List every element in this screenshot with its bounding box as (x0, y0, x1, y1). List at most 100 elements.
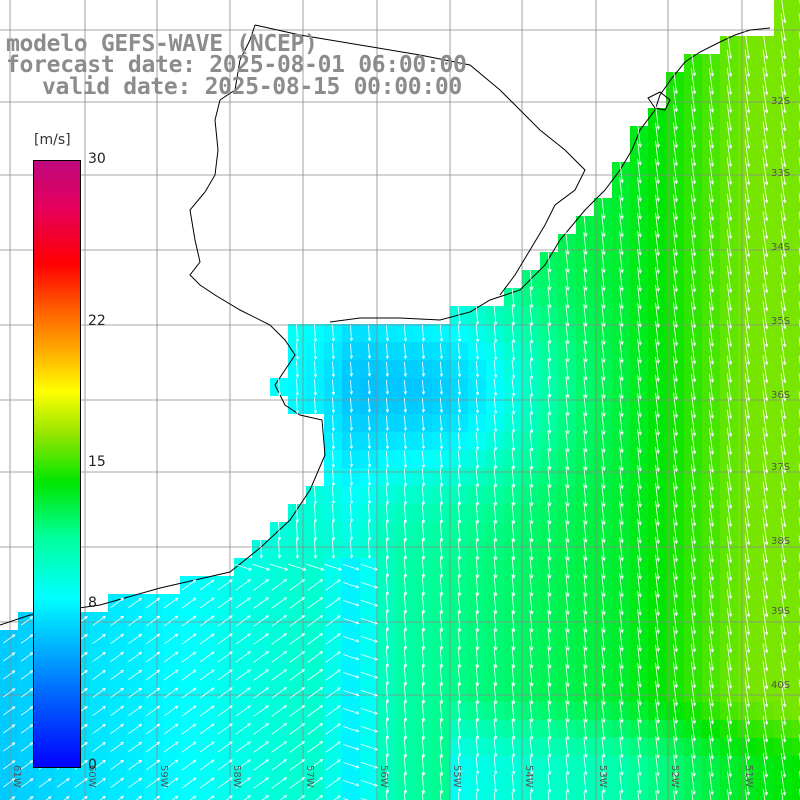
wind-arrow (726, 661, 733, 690)
wind-speed-cell (792, 306, 800, 324)
wind-arrow (289, 669, 306, 681)
wind-arrow (547, 412, 552, 434)
wind-arrow (403, 736, 408, 758)
coastline-line (0, 24, 326, 626)
wind-arrow (780, 752, 787, 778)
wind-arrow (780, 734, 787, 761)
wind-speed-cell (432, 792, 450, 800)
wind-arrow (726, 553, 733, 582)
wind-arrow (780, 247, 787, 276)
wind-arrow (565, 555, 570, 580)
wind-arrow (349, 361, 354, 377)
wind-speed-cell (774, 792, 792, 800)
wind-arrow (457, 610, 462, 633)
wind-arrow (708, 589, 715, 617)
wind-arrow (690, 140, 697, 167)
wind-arrow (349, 539, 354, 559)
wind-arrow (271, 741, 288, 753)
wind-arrow (565, 412, 570, 435)
wind-arrow (708, 643, 715, 671)
wind-arrow (92, 687, 107, 698)
wind-arrow (655, 428, 660, 454)
wind-arrow (762, 753, 769, 778)
wind-arrow (325, 615, 341, 627)
wind-arrow (529, 610, 534, 633)
wind-speed-cell (792, 792, 800, 800)
wind-arrow (708, 535, 715, 563)
wind-arrow (331, 432, 336, 450)
wind-arrow (619, 249, 624, 274)
wind-arrow (726, 571, 733, 600)
wind-arrow (780, 553, 787, 582)
wind-speed-cell (90, 792, 108, 800)
wind-arrow (385, 737, 390, 758)
wind-arrow (708, 517, 715, 545)
wind-arrow (307, 597, 324, 609)
wind-arrow (780, 679, 787, 708)
wind-arrow (673, 735, 678, 759)
wind-arrow (253, 705, 270, 717)
wind-arrow (207, 795, 215, 800)
wind-arrow (20, 688, 34, 698)
wind-arrow (727, 735, 732, 760)
wind-speed-cell (342, 792, 360, 800)
wind-arrow (690, 158, 697, 185)
wind-arrow (403, 682, 408, 704)
wind-arrow (243, 795, 251, 800)
wind-arrow (762, 193, 769, 222)
wind-arrow (493, 700, 498, 723)
wind-speed-cell (792, 216, 800, 234)
wind-arrow (403, 433, 408, 450)
wind-arrow (780, 589, 787, 618)
wind-arrow (2, 670, 16, 680)
wind-arrow (421, 736, 426, 759)
wind-arrow (655, 176, 660, 203)
wind-arrow (271, 669, 288, 681)
wind-arrow (619, 681, 624, 706)
wind-arrow (762, 175, 769, 204)
wind-arrow (619, 465, 624, 490)
wind-arrow (726, 535, 733, 564)
wind-arrow (128, 705, 143, 717)
wind-arrow (690, 194, 697, 221)
wind-arrow (690, 176, 697, 203)
wind-arrow (547, 268, 552, 291)
wind-arrow (493, 431, 498, 451)
wind-arrow (673, 662, 678, 689)
wind-arrow (565, 466, 570, 489)
wind-arrow (529, 431, 534, 452)
wind-arrow (547, 700, 552, 723)
wind-arrow (493, 792, 496, 800)
wind-arrow (181, 759, 197, 771)
wind-speed-cell (666, 792, 684, 800)
wind-arrow (726, 499, 733, 528)
wind-speed-cell (216, 792, 234, 800)
wind-arrow (690, 428, 697, 455)
wind-arrow (744, 373, 751, 402)
wind-arrow (403, 610, 408, 632)
wind-arrow (475, 342, 480, 361)
wind-arrow (331, 415, 336, 432)
wind-arrow (744, 193, 751, 222)
wind-arrow (780, 643, 787, 672)
wind-arrow (583, 519, 588, 544)
wind-arrow (457, 719, 462, 740)
wind-arrow (547, 448, 552, 471)
wind-arrow (271, 579, 288, 591)
wind-arrow (439, 343, 444, 360)
wind-arrow (601, 755, 606, 776)
wind-arrow (780, 607, 787, 636)
wind-arrow (673, 500, 678, 527)
wind-arrow (601, 285, 606, 310)
wind-arrow (547, 340, 552, 362)
wind-arrow (253, 597, 270, 609)
wind-arrow (547, 304, 552, 327)
wind-arrow (164, 741, 179, 753)
wind-arrow (708, 103, 715, 131)
wind-arrow (360, 581, 379, 589)
wind-arrow (92, 615, 107, 626)
wind-arrow (762, 103, 769, 132)
wind-arrow (271, 615, 288, 627)
wind-arrow (708, 463, 715, 491)
wind-arrow (619, 393, 624, 418)
